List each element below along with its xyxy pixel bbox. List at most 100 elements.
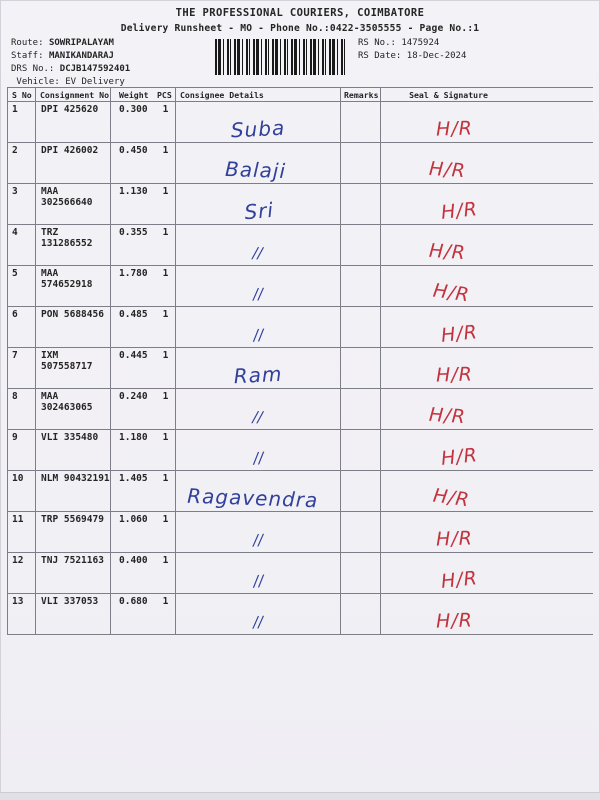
cell-seal-signature: H/R — [381, 102, 592, 142]
cell-seal-signature: H/R — [381, 430, 592, 470]
cell-remarks — [341, 225, 381, 265]
cell-seal-signature: H/R — [381, 266, 592, 307]
drs-no-label: DRS No.: — [11, 64, 60, 74]
cell-sno: 12 — [8, 553, 36, 593]
cell-pcs: 1 — [156, 184, 176, 224]
signature-handwriting: H/R — [428, 157, 467, 183]
cell-sno: 3 — [8, 184, 36, 224]
cell-remarks — [341, 594, 381, 634]
cell-remarks — [341, 266, 381, 306]
signature-handwriting: H/R — [431, 484, 472, 512]
runsheet-subtitle: Delivery Runsheet - MO - Phone No.:0422-… — [120, 23, 480, 34]
table-row: 11 TRP 5569479 1.060 1 // H/R — [8, 512, 593, 553]
cell-weight: 1.780 — [119, 268, 148, 279]
staff-label: Staff: — [11, 51, 49, 61]
runsheet-table: S No Consignment No Weight PCS Consignee… — [7, 87, 593, 635]
cell-consignment-no: IXM 507558717 — [36, 348, 111, 388]
col-header-weight: Weight — [119, 90, 149, 100]
cell-remarks — [341, 389, 381, 429]
cell-sno: 8 — [8, 389, 36, 429]
col-header-sno: S No — [8, 88, 36, 101]
cell-consignee-details: Ragavendra — [176, 471, 341, 513]
consignee-handwriting: // — [252, 284, 264, 304]
cell-weight: 1.180 — [119, 432, 148, 443]
cell-seal-signature: H/R — [381, 553, 592, 593]
cell-remarks — [341, 471, 381, 511]
signature-handwriting: H/R — [435, 527, 474, 551]
vehicle-value: EV Delivery — [65, 77, 125, 87]
cell-weight: 0.400 — [119, 555, 148, 566]
consignee-handwriting: Ram — [233, 361, 283, 389]
route-value: SOWRIPALAYAM — [48, 38, 114, 48]
cell-consignee-details: // — [176, 266, 341, 306]
table-body: 1 DPI 425620 0.300 1 Suba H/R 2 DPI 4260… — [8, 102, 593, 635]
cell-weight: 0.240 — [119, 391, 148, 402]
table-row: 6 PON 5688456 0.485 1 // H/R — [8, 307, 593, 348]
rs-no-value: 1475924 — [401, 38, 440, 48]
cell-consignee-details: // — [176, 307, 341, 347]
col-header-pcs: PCS — [156, 88, 176, 101]
cell-seal-signature: H/R — [381, 143, 592, 183]
cell-consignee-details: // — [176, 225, 341, 265]
cell-sno: 6 — [8, 307, 36, 347]
cell-weight: 0.300 — [119, 104, 148, 115]
cell-seal-signature: H/R — [381, 594, 592, 634]
company-title: THE PROFESSIONAL COURIERS, COIMBATORE — [175, 7, 425, 19]
cell-consignee-details: Ram — [176, 348, 341, 388]
cell-remarks — [341, 348, 381, 388]
cell-weight: 1.060 — [119, 514, 148, 525]
cell-pcs: 1 — [156, 143, 176, 183]
cell-sno: 7 — [8, 348, 36, 388]
cell-remarks — [341, 184, 381, 224]
rs-date-value: 18-Dec-2024 — [406, 51, 467, 61]
col-header-consignment-no: Consignment No — [36, 88, 111, 101]
table-row: 2 DPI 426002 0.450 1 Balaji H/R — [8, 143, 593, 184]
cell-consignment-no: TRP 5569479 — [36, 512, 111, 552]
cell-pcs: 1 — [156, 389, 176, 429]
consignee-handwriting: Ragavendra — [186, 483, 319, 513]
signature-handwriting: H/R — [439, 198, 479, 224]
vehicle-label: Vehicle: — [11, 77, 66, 87]
rs-no-label: RS No.: — [358, 38, 402, 48]
cell-consignee-details: // — [176, 553, 341, 593]
col-header-remarks: Remarks — [341, 88, 381, 101]
cell-consignment-no: MAA 302463065 — [36, 389, 111, 429]
cell-consignee-details: Balaji — [176, 143, 341, 183]
cell-seal-signature: H/R — [381, 225, 592, 265]
cell-consignment-no: MAA 302566640 — [36, 184, 111, 224]
cell-consignee-details: // — [176, 430, 341, 470]
cell-consignment-no: PON 5688456 — [36, 307, 111, 347]
cell-consignment-no: DPI 425620 — [36, 102, 111, 142]
consignee-handwriting: // — [252, 571, 265, 591]
table-row: 13 VLI 337053 0.680 1 // H/R — [8, 594, 593, 635]
consignee-handwriting: // — [252, 325, 265, 345]
signature-handwriting: H/R — [428, 403, 467, 429]
route-label: Route: — [11, 38, 49, 48]
signature-handwriting: H/R — [439, 321, 479, 347]
cell-consignment-no: MAA 574652918 — [36, 266, 111, 306]
cell-weight: 0.485 — [119, 309, 148, 320]
cell-remarks — [341, 430, 381, 470]
cell-seal-signature: H/R — [381, 307, 592, 347]
consignee-handwriting: Sri — [243, 197, 275, 225]
table-row: 3 MAA 302566640 1.130 1 Sri H/R — [8, 184, 593, 225]
consignee-handwriting: // — [252, 530, 264, 550]
cell-consignee-details: Suba — [176, 102, 341, 142]
signature-handwriting: H/R — [435, 117, 474, 141]
cell-consignment-no: TNJ 7521163 — [36, 553, 111, 593]
cell-remarks — [341, 553, 381, 593]
consignee-handwriting: // — [252, 407, 263, 427]
cell-remarks — [341, 512, 381, 552]
signature-handwriting: H/R — [435, 363, 474, 387]
barcode-icon — [215, 39, 345, 75]
cell-pcs: 1 — [156, 471, 176, 511]
cell-seal-signature: H/R — [381, 512, 592, 552]
shipment-info-left: Route: SOWRIPALAYAM Staff: MANIKANDARAJ … — [11, 37, 130, 89]
rs-date-label: RS Date: — [358, 51, 407, 61]
cell-seal-signature: H/R — [381, 471, 592, 512]
cell-consignment-no: VLI 335480 — [36, 430, 111, 470]
signature-handwriting: H/R — [439, 444, 479, 470]
cell-seal-signature: H/R — [381, 184, 592, 224]
cell-pcs: 1 — [156, 266, 176, 306]
cell-consignment-no: DPI 426002 — [36, 143, 111, 183]
